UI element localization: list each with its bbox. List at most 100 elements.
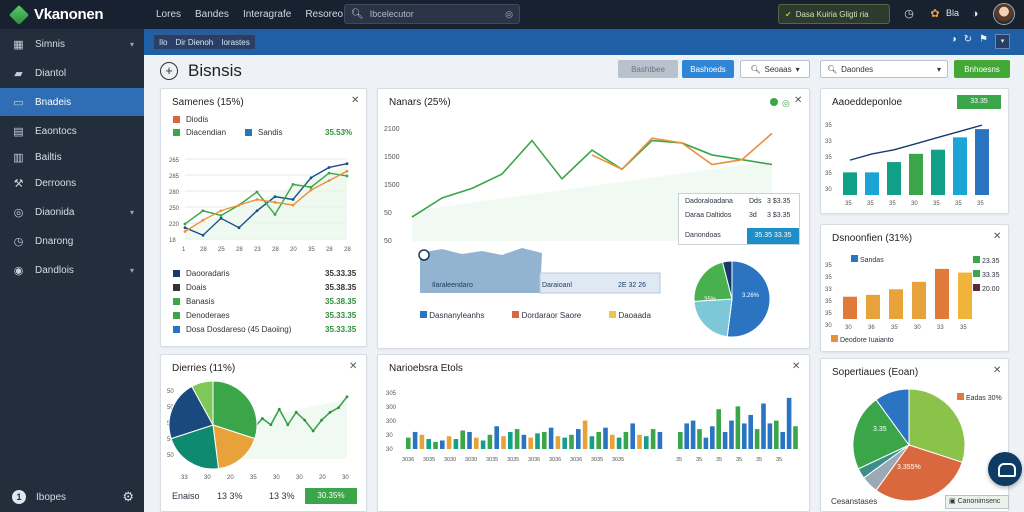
gear-icon[interactable]: ⚙ [122, 489, 134, 504]
marker-icon [418, 249, 430, 261]
tick-label: 30 [386, 433, 393, 439]
trend-line [849, 124, 983, 161]
bar [419, 434, 425, 449]
footer-button[interactable]: 30.35% [305, 488, 357, 504]
data-point [273, 200, 277, 204]
chat-chip[interactable]: ▣ Canonimsenc [945, 495, 1009, 509]
tick-label: 18 [169, 238, 176, 244]
chat-fab-button[interactable] [988, 452, 1022, 486]
bar [912, 281, 926, 319]
topnav-item[interactable]: Interagrafe [242, 9, 292, 20]
sidebar-item[interactable]: ▰ Diantol [0, 59, 144, 87]
top-bar: Vkanonen Lores Bandes Interagrafe Resore… [0, 0, 1024, 29]
close-icon[interactable]: ✕ [993, 231, 1002, 242]
bar [703, 437, 709, 449]
data-point [345, 395, 349, 399]
tick-label: 30 [273, 475, 280, 481]
data-point [273, 213, 277, 216]
pie-slice [191, 380, 214, 426]
settings-icon[interactable]: ◑ [971, 8, 979, 20]
tick-label: 50 [384, 238, 392, 245]
sidebar-footer-label[interactable]: Ibopes [36, 491, 67, 503]
disabled-button[interactable]: Bashtbee [618, 60, 678, 78]
legend-label: Daoaada [618, 311, 651, 320]
status-dot-icon [770, 98, 778, 106]
data-point [237, 226, 241, 230]
sidebar-item[interactable]: ▦ Simnis ▾ [0, 30, 144, 58]
data-point [201, 218, 205, 222]
app-title: Vkanonen [34, 6, 104, 23]
success-button[interactable]: Bnhoesns [954, 60, 1010, 78]
search-box: 🔍︎ ◎ [344, 4, 520, 24]
search-input[interactable] [369, 9, 500, 19]
sidebar-item-active[interactable]: ▭ Bnadeis [0, 88, 144, 116]
sidebar-item[interactable]: ◎ Diaonida ▾ [0, 198, 144, 226]
tick-label: 35 [889, 201, 896, 207]
tick-label: 30 [914, 325, 921, 331]
tick-label: 3035 [507, 457, 519, 463]
alert-icon[interactable]: ⚑ [979, 34, 988, 45]
sidebar-item[interactable]: ◉ Dandlois ▾ [0, 256, 144, 284]
select-dropdown[interactable]: 🔍︎ Daondes ▾ [820, 60, 948, 78]
data-point [273, 195, 277, 199]
bar [690, 420, 696, 449]
add-button[interactable]: + [160, 62, 178, 80]
tick-label: 35 [736, 457, 742, 463]
sidebar-item[interactable]: ⚒ Derroons [0, 169, 144, 197]
pie-line-chart: 50505050503330203530302030 [167, 380, 349, 481]
clock-icon[interactable]: ◷ [904, 8, 914, 20]
bar [548, 427, 554, 449]
data-point [237, 203, 241, 207]
help-icon[interactable]: 1 [12, 490, 26, 504]
close-icon[interactable]: ✕ [794, 95, 803, 106]
sidebar-item[interactable]: ▤ Eaontocs [0, 117, 144, 145]
legend-label: Dosa Dosdareso (45 Daoiing) [186, 325, 292, 334]
tick-label: 3036 [570, 457, 582, 463]
data-point [255, 190, 259, 194]
bar [508, 431, 513, 449]
more-menu-icon[interactable]: ▾ [995, 34, 1010, 49]
avatar[interactable] [993, 3, 1015, 25]
user-label: Bla [946, 8, 960, 18]
breadcrumb-item[interactable]: Iorastes [221, 37, 250, 47]
legend-label: Banasis [186, 297, 215, 306]
bar [722, 431, 728, 449]
clear-icon[interactable]: ◎ [505, 8, 513, 19]
topnav-item[interactable]: Lores [156, 9, 182, 20]
data-point [345, 162, 349, 166]
sub-toolbar: Ilo Dir Dienoh Iorastes ◑ ↻ ⚑ ▾ [144, 29, 1024, 55]
table-highlight: 35.35 33.35 [747, 228, 799, 244]
bar [440, 440, 445, 449]
sidebar-item[interactable]: ▥ Bailtis [0, 146, 144, 168]
legend-item: Dosa Dosdareso (45 Daoiing) [173, 325, 291, 334]
tick-label: 3035 [423, 457, 435, 463]
close-icon[interactable]: ✕ [792, 361, 801, 372]
sidebar-item[interactable]: ◷ Dnarong [0, 227, 144, 255]
bar [562, 437, 567, 449]
pie-slice [875, 444, 963, 502]
close-icon[interactable]: ✕ [349, 361, 358, 372]
flower-icon[interactable]: ✿ [930, 8, 940, 20]
theme-icon[interactable]: ◑ [950, 34, 957, 45]
promo-badge[interactable]: ✔ Dasa Kuiria Gligti ria [778, 4, 890, 24]
card-title: Narioebsra Etols [389, 363, 463, 374]
select-value: Seoaas [764, 64, 792, 74]
primary-button[interactable]: Bashoeds [682, 60, 734, 78]
circle-icon: ◉ [13, 264, 24, 277]
legend-value: 35.33.35 [325, 325, 357, 334]
topnav-item[interactable]: Resoreo [305, 9, 344, 20]
card-title: Nanars (25%) [389, 97, 451, 108]
data-point [260, 417, 264, 420]
bar [494, 426, 499, 449]
breadcrumb-item[interactable]: Ilo [159, 37, 168, 47]
close-icon[interactable]: ✕ [351, 95, 360, 106]
app-logo[interactable]: Vkanonen [0, 4, 152, 25]
sidebar-item-label: Dnarong [35, 235, 74, 247]
topnav-item[interactable]: Bandes [195, 9, 229, 20]
select-dropdown[interactable]: 🔍︎ Seoaas ▾ [740, 60, 810, 78]
close-icon[interactable]: ✕ [993, 365, 1002, 376]
chevron-down-icon: ▾ [129, 207, 134, 217]
tick-label: 35 [756, 457, 762, 463]
breadcrumb-item[interactable]: Dir Dienoh [175, 37, 214, 47]
sync-icon[interactable]: ↻ [963, 34, 973, 45]
